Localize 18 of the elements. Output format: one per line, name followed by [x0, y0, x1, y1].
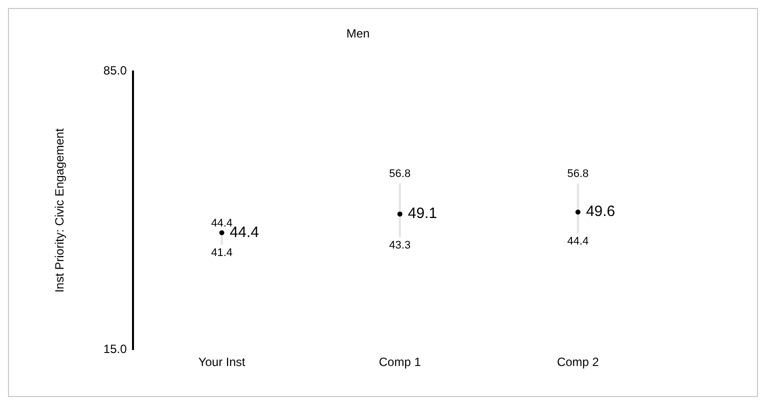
x-tick-label: Comp 1	[378, 355, 422, 370]
data-label: 44.4	[211, 217, 233, 230]
annotation: 56.8	[389, 168, 411, 180]
annotation: 44.4	[567, 235, 589, 248]
point	[397, 212, 402, 217]
annotation: 41.4	[211, 247, 233, 260]
chart-title: Men	[346, 26, 370, 41]
point	[219, 230, 224, 236]
annotation: 43.3	[389, 240, 411, 252]
annotation: 56.8	[567, 168, 589, 180]
point	[575, 210, 580, 215]
y-axis-title: Inst Priority: Civic Engagement	[52, 128, 67, 293]
x-tick-label: Your Inst	[198, 355, 246, 370]
y-tick-label: 15.0	[103, 342, 128, 356]
data-label: 49.6	[586, 203, 616, 220]
x-tick-label: Comp 2	[556, 355, 600, 370]
data-label: 49.1	[408, 205, 438, 222]
y-tick-label: 85.0	[103, 64, 128, 78]
